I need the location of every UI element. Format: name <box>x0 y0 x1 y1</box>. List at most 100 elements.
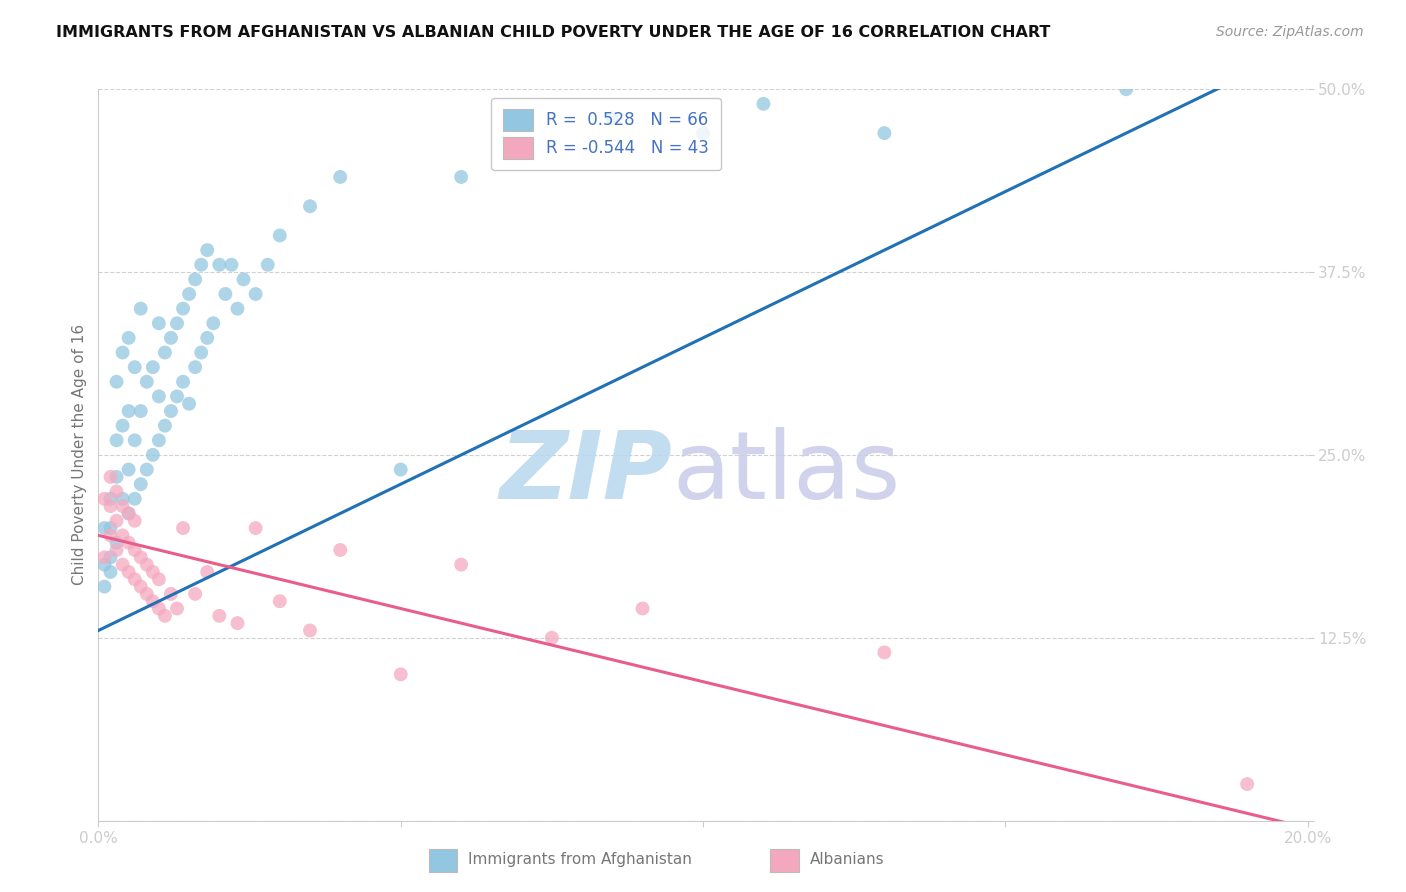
Point <box>195 243 218 257</box>
Point <box>1115 82 1137 96</box>
Bar <box>429 849 457 872</box>
Point <box>172 301 194 316</box>
Point <box>195 565 218 579</box>
Point <box>166 316 188 330</box>
Point <box>329 543 352 558</box>
Point <box>111 345 134 359</box>
Point <box>245 521 267 535</box>
Point <box>190 345 212 359</box>
Point <box>602 112 624 126</box>
Point <box>118 507 141 521</box>
Point <box>226 301 249 316</box>
Point <box>389 462 412 476</box>
Point <box>221 258 243 272</box>
Point <box>540 631 562 645</box>
Legend: R =  0.528   N = 66, R = -0.544   N = 43: R = 0.528 N = 66, R = -0.544 N = 43 <box>492 97 721 170</box>
Point <box>100 491 122 506</box>
Point <box>135 587 157 601</box>
Point <box>118 535 141 549</box>
Point <box>93 580 115 594</box>
Point <box>450 169 472 184</box>
Point <box>118 507 141 521</box>
Point <box>93 521 115 535</box>
Point <box>129 580 152 594</box>
Point <box>135 375 157 389</box>
Point <box>105 543 128 558</box>
Point <box>142 565 165 579</box>
Point <box>148 316 170 330</box>
Point <box>124 491 146 506</box>
Point <box>389 667 412 681</box>
Point <box>124 434 146 448</box>
Point <box>100 521 122 535</box>
Point <box>148 572 170 586</box>
Point <box>124 360 146 375</box>
Point <box>269 594 291 608</box>
Point <box>111 499 134 513</box>
Point <box>184 360 207 375</box>
Point <box>100 499 122 513</box>
Point <box>93 550 115 565</box>
Point <box>148 601 170 615</box>
Point <box>124 572 146 586</box>
Point <box>190 258 212 272</box>
Text: Albanians: Albanians <box>810 852 884 867</box>
Point <box>105 484 128 499</box>
Point <box>100 565 122 579</box>
Point <box>692 126 714 140</box>
Point <box>93 558 115 572</box>
Point <box>129 477 152 491</box>
Point <box>179 287 201 301</box>
Point <box>195 331 218 345</box>
Point <box>105 375 128 389</box>
Point <box>752 96 775 111</box>
Point <box>118 462 141 476</box>
Y-axis label: Child Poverty Under the Age of 16: Child Poverty Under the Age of 16 <box>72 325 87 585</box>
Point <box>105 535 128 549</box>
Point <box>148 434 170 448</box>
Point <box>1236 777 1258 791</box>
Text: atlas: atlas <box>672 427 901 519</box>
Point <box>153 418 176 433</box>
Point <box>299 199 322 213</box>
Point <box>129 550 152 565</box>
Point <box>124 543 146 558</box>
Point <box>148 389 170 403</box>
Point <box>245 287 267 301</box>
Point <box>129 301 152 316</box>
Point <box>142 594 165 608</box>
Text: Source: ZipAtlas.com: Source: ZipAtlas.com <box>1216 25 1364 39</box>
Point <box>172 521 194 535</box>
Point <box>105 434 128 448</box>
Point <box>124 514 146 528</box>
Point <box>256 258 278 272</box>
Text: ZIP: ZIP <box>501 427 672 519</box>
Point <box>142 360 165 375</box>
Point <box>118 404 141 418</box>
Point <box>142 448 165 462</box>
Point <box>329 169 352 184</box>
Point <box>202 316 225 330</box>
Point <box>269 228 291 243</box>
Point <box>232 272 254 286</box>
Point <box>129 404 152 418</box>
Point <box>105 514 128 528</box>
Bar <box>770 849 799 872</box>
Point <box>111 491 134 506</box>
Point <box>160 587 183 601</box>
Text: IMMIGRANTS FROM AFGHANISTAN VS ALBANIAN CHILD POVERTY UNDER THE AGE OF 16 CORREL: IMMIGRANTS FROM AFGHANISTAN VS ALBANIAN … <box>56 25 1050 40</box>
Point <box>179 397 201 411</box>
Point <box>172 375 194 389</box>
Point <box>873 645 896 659</box>
Text: Immigrants from Afghanistan: Immigrants from Afghanistan <box>468 852 692 867</box>
Point <box>631 601 654 615</box>
Point <box>214 287 236 301</box>
Point <box>135 558 157 572</box>
Point <box>184 272 207 286</box>
Point <box>166 601 188 615</box>
Point <box>118 565 141 579</box>
Point <box>160 404 183 418</box>
Point <box>299 624 322 638</box>
Point <box>208 608 231 623</box>
Point <box>153 608 176 623</box>
